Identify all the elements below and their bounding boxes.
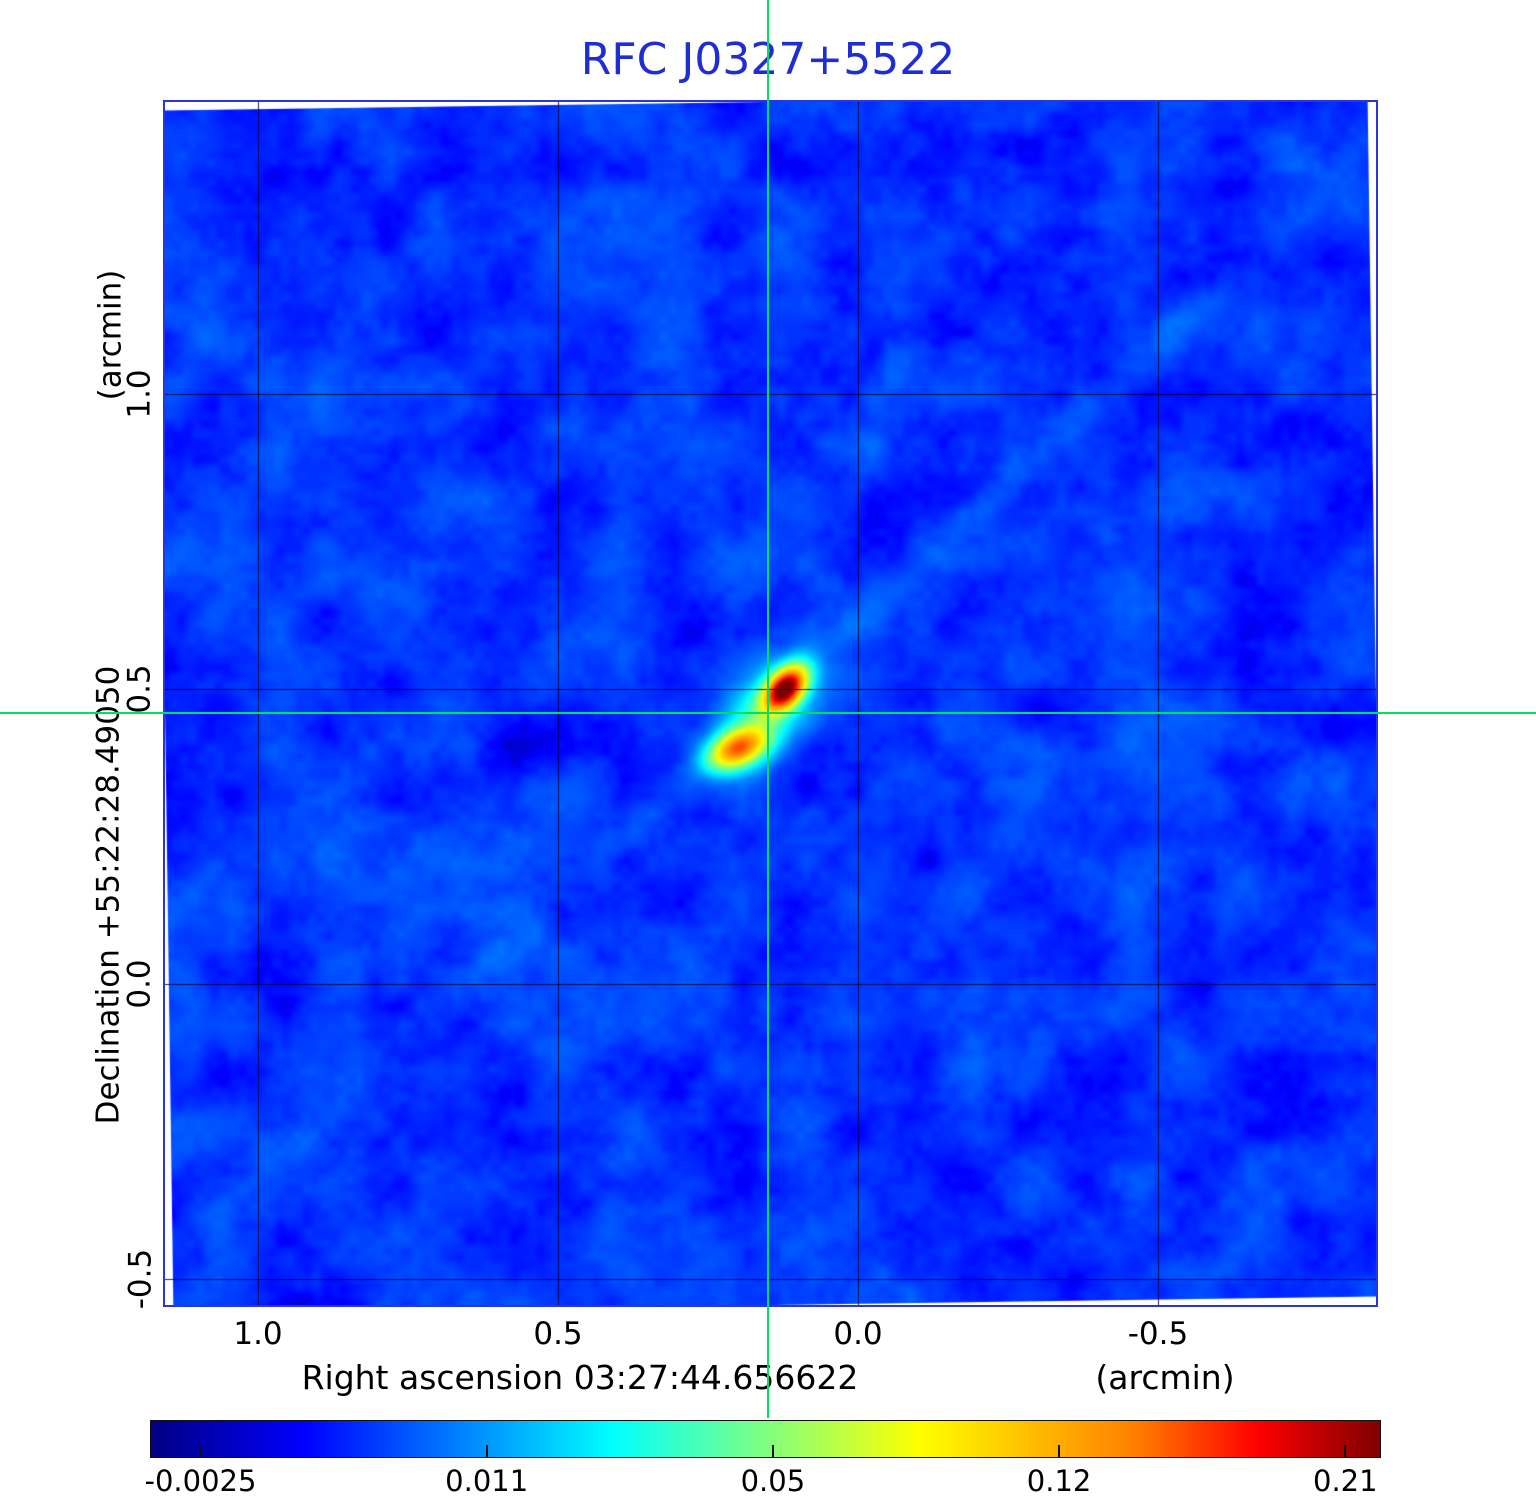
x-axis-label: Right ascension 03:27:44.656622 xyxy=(301,1358,859,1397)
y-axis-unit-label: (arcmin) xyxy=(86,190,134,480)
x-tick-label: 0.5 xyxy=(533,1316,583,1352)
sky-image-canvas xyxy=(165,102,1376,1305)
colorbar-tick-label: 0.21 xyxy=(1313,1464,1378,1498)
y-tick-label: -0.5 xyxy=(122,1248,158,1310)
x-axis-unit-label: (arcmin) xyxy=(1095,1358,1235,1397)
x-tick-label: -0.5 xyxy=(1127,1316,1189,1352)
colorbar-tick-mark xyxy=(1344,1445,1347,1457)
colorbar xyxy=(150,1420,1381,1458)
colorbar-tick-mark xyxy=(771,1445,774,1457)
colorbar-tick-mark xyxy=(199,1445,202,1457)
crosshair-horizontal-line xyxy=(0,711,1536,714)
colorbar-tick-label: -0.0025 xyxy=(144,1464,257,1498)
x-tick-label: 0.0 xyxy=(833,1316,883,1352)
x-tick-label: 1.0 xyxy=(233,1316,283,1352)
colorbar-tick-label: 0.011 xyxy=(445,1464,529,1498)
colorbar-tick-mark xyxy=(1058,1445,1061,1457)
colorbar-tick-label: 0.05 xyxy=(740,1464,806,1498)
y-tick-label: 1.0 xyxy=(122,369,158,419)
crosshair-vertical-line xyxy=(767,0,769,1418)
colorbar-tick-label: 0.12 xyxy=(1026,1464,1092,1498)
y-axis-label-text: Declination +55:22:28.49050 xyxy=(90,665,127,1125)
x-axis-label-row: Right ascension 03:27:44.656622 (arcmin) xyxy=(0,1358,1536,1400)
colorbar-tick-mark xyxy=(485,1445,488,1457)
y-tick-label: 0.0 xyxy=(122,959,158,1009)
